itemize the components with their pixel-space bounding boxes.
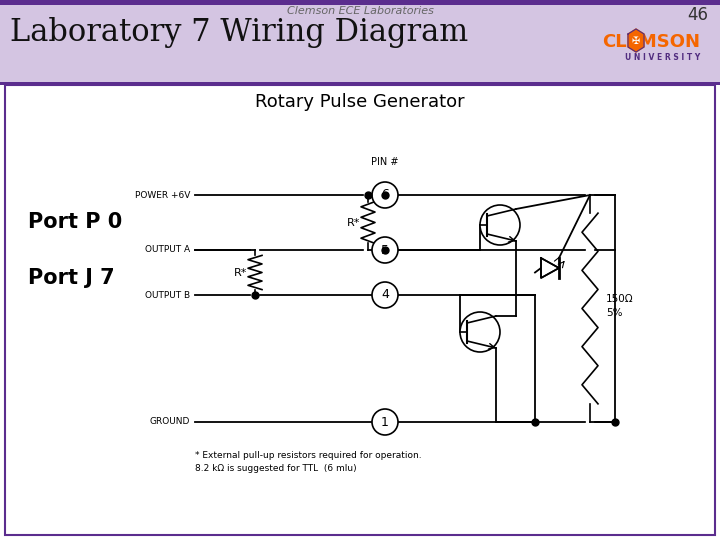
Text: 150Ω: 150Ω (606, 294, 634, 303)
Text: OUTPUT B: OUTPUT B (145, 291, 190, 300)
Circle shape (372, 182, 398, 208)
Text: 6: 6 (381, 188, 389, 201)
Text: POWER +6V: POWER +6V (135, 191, 190, 199)
Text: R*: R* (347, 218, 361, 227)
Text: 5%: 5% (606, 308, 623, 319)
Text: * External pull-up resistors required for operation.: * External pull-up resistors required fo… (195, 451, 422, 460)
Text: 46: 46 (687, 6, 708, 24)
Bar (0, 0, 720, 82)
Text: R*: R* (234, 267, 248, 278)
Text: GROUND: GROUND (150, 417, 190, 427)
Circle shape (372, 237, 398, 263)
Text: 8.2 kΩ is suggested for TTL  (6 mlu): 8.2 kΩ is suggested for TTL (6 mlu) (195, 464, 356, 473)
Polygon shape (541, 258, 559, 278)
Bar (0, 82, 720, 85)
Text: PIN #: PIN # (372, 157, 399, 167)
Polygon shape (628, 29, 644, 52)
Text: CLEMSON: CLEMSON (602, 33, 700, 51)
Text: ✠: ✠ (632, 36, 640, 46)
Text: 1: 1 (381, 415, 389, 429)
Text: 4: 4 (381, 288, 389, 301)
Circle shape (480, 205, 520, 245)
Text: 5: 5 (381, 244, 389, 256)
Text: Rotary Pulse Generator: Rotary Pulse Generator (255, 93, 465, 111)
Text: Clemson ECE Laboratories: Clemson ECE Laboratories (287, 6, 433, 16)
Text: U N I V E R S I T Y: U N I V E R S I T Y (625, 52, 700, 62)
Text: Laboratory 7 Wiring Diagram: Laboratory 7 Wiring Diagram (10, 17, 468, 49)
Text: OUTPUT A: OUTPUT A (145, 246, 190, 254)
Circle shape (460, 312, 500, 352)
Circle shape (372, 409, 398, 435)
Bar (0, 0, 720, 5)
Text: Port J 7: Port J 7 (28, 267, 114, 287)
Text: Port P 0: Port P 0 (28, 213, 122, 233)
Circle shape (372, 282, 398, 308)
Bar (5, 85, 715, 535)
